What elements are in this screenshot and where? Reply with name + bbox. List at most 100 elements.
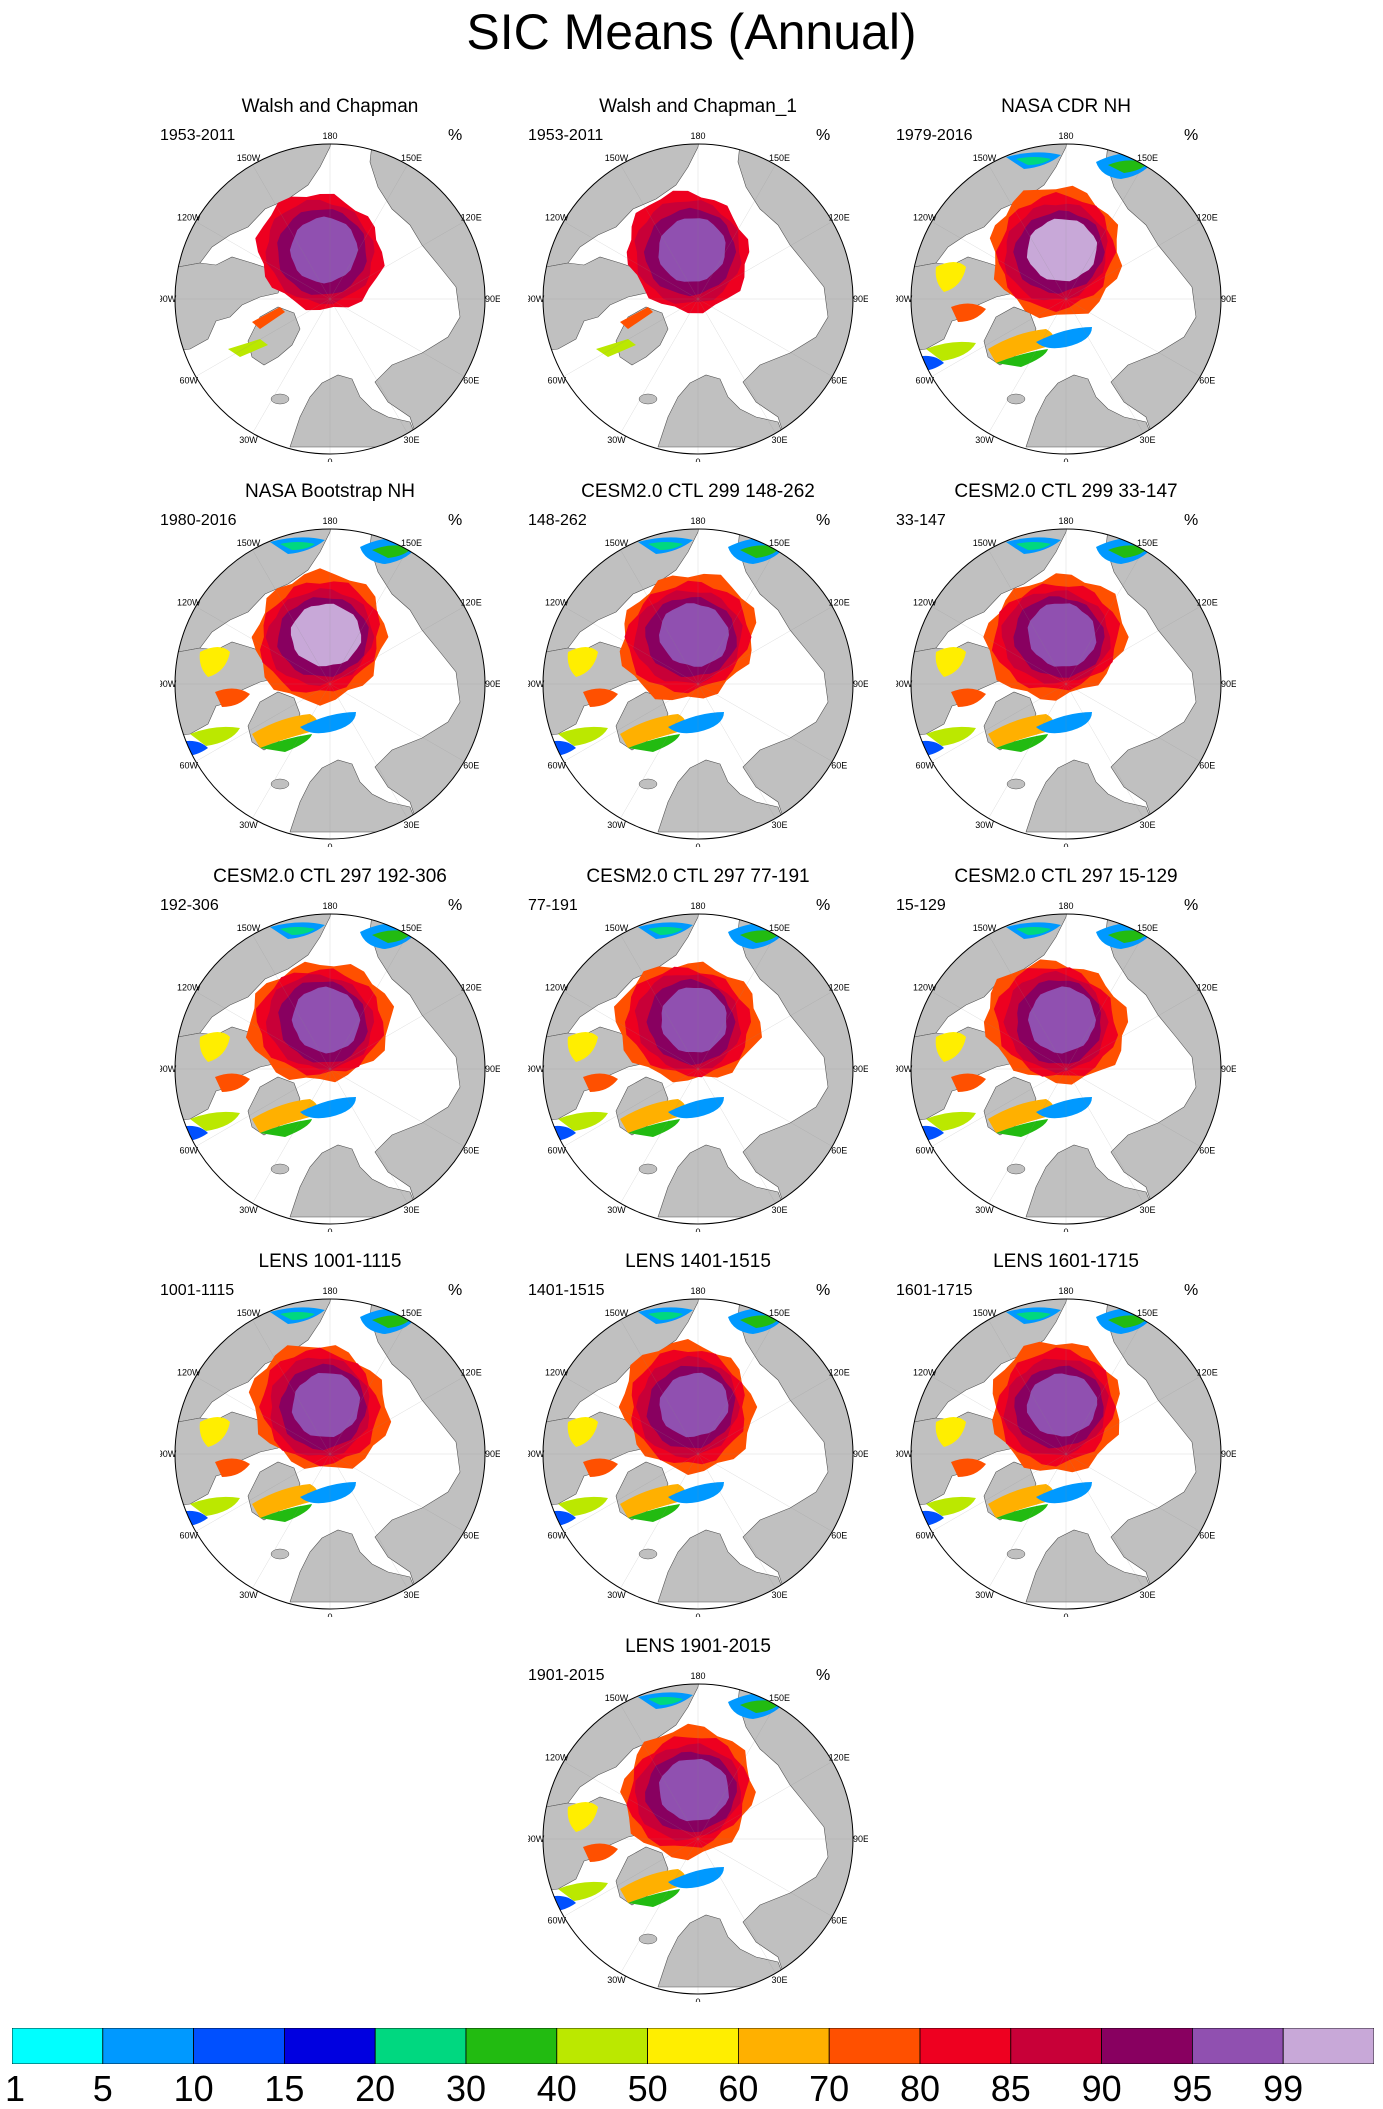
map-panel: CESM2.0 CTL 297 192-306 192-306% 180 150E 12… xyxy=(160,865,500,1232)
meridian-line xyxy=(1065,298,1201,377)
meridian-line xyxy=(563,298,699,377)
colorbar-box xyxy=(374,2027,467,2065)
colorbar-tick-label: 10 xyxy=(173,2068,214,2109)
longitude-label: 90W xyxy=(528,294,545,304)
ice-labrador-lime xyxy=(558,1881,608,1901)
longitude-label: 120E xyxy=(829,1753,850,1763)
longitude-label: 90W xyxy=(160,1064,177,1074)
meridian-line xyxy=(931,991,1067,1070)
longitude-label: 120E xyxy=(829,983,850,993)
longitude-label: 90E xyxy=(485,294,500,304)
ice-edge-labrador xyxy=(228,339,268,357)
longitude-label: 120W xyxy=(545,1368,569,1378)
meridian-line xyxy=(195,606,331,685)
colorbar-box xyxy=(465,2027,558,2065)
longitude-label: 30E xyxy=(1139,1590,1155,1600)
meridian-line xyxy=(931,1068,1067,1147)
ice-barents-blue xyxy=(668,1097,724,1119)
colorbar-box xyxy=(1101,2027,1193,2065)
ice-greenland-sea-green xyxy=(996,1119,1048,1137)
colorbar-tick-label: 70 xyxy=(809,2068,850,2109)
meridian-line xyxy=(697,1376,833,1455)
meridian-line xyxy=(563,1068,699,1147)
meridian-line xyxy=(931,683,1067,762)
longitude-label: 90W xyxy=(528,1064,545,1074)
longitude-label: 90E xyxy=(853,1834,868,1844)
ice-labrador-lime xyxy=(190,1111,240,1131)
longitude-label: 150W xyxy=(973,923,997,933)
longitude-label: 120W xyxy=(545,598,569,608)
longitude-label: 30E xyxy=(403,435,419,445)
meridian-line xyxy=(329,1319,408,1455)
longitude-label: 150E xyxy=(401,153,422,163)
ice-greenland-sea-green xyxy=(260,1504,312,1522)
longitude-label: 120W xyxy=(177,213,201,223)
longitude-label: 30E xyxy=(1139,1205,1155,1215)
ice-okhotsk-green xyxy=(280,1312,315,1320)
map-border xyxy=(542,1683,854,1995)
longitude-label: 30W xyxy=(975,820,994,830)
longitude-label: 120W xyxy=(177,983,201,993)
ice-baffin-orange xyxy=(951,1458,986,1477)
iceland-land xyxy=(270,1163,290,1175)
polar-map: 180 150E 120E 90E 60E 30E 0 30W 60W 90W 120W 150W xyxy=(528,516,868,847)
meridian-line xyxy=(1065,606,1201,685)
longitude-label: 30W xyxy=(975,1205,994,1215)
canada-land xyxy=(175,256,285,354)
europe-land xyxy=(657,1914,789,1988)
meridian-line xyxy=(620,1068,699,1204)
iceland-land xyxy=(638,1163,658,1175)
longitude-label: 30W xyxy=(239,820,258,830)
ice-greenland-sea-green xyxy=(260,1119,312,1137)
longitude-label: 180 xyxy=(322,516,337,526)
map-border xyxy=(174,143,486,455)
longitude-label: 150W xyxy=(237,1308,261,1318)
meridian-line xyxy=(620,1838,699,1974)
longitude-label: 180 xyxy=(322,1286,337,1296)
meridian-line xyxy=(252,298,331,434)
panel-units: % xyxy=(448,1282,463,1299)
panel-units: % xyxy=(816,127,831,144)
meridian-line xyxy=(329,683,465,762)
meridian-line xyxy=(1065,221,1201,300)
longitude-label: 150E xyxy=(401,923,422,933)
longitude-label: 0 xyxy=(1063,1612,1068,1617)
longitude-label: 180 xyxy=(322,901,337,911)
longitude-label: 60E xyxy=(463,761,479,771)
ice-barents-blue xyxy=(300,712,356,734)
europe-land xyxy=(289,759,421,833)
ice-edge-east-greenland xyxy=(252,307,285,329)
colorbar-tick-label: 5 xyxy=(92,2068,113,2109)
meridian-line xyxy=(697,1068,776,1204)
colorbar-box xyxy=(1282,2027,1375,2065)
ice-95-99 xyxy=(289,216,359,284)
ice-hudson-yellow xyxy=(935,647,966,677)
longitude-label: 60W xyxy=(548,1146,567,1156)
meridian-line xyxy=(697,1704,776,1840)
colorbar-box xyxy=(1010,2027,1102,2065)
panel-units: % xyxy=(1184,512,1199,529)
longitude-label: 120W xyxy=(913,983,937,993)
meridian-line xyxy=(931,1453,1067,1532)
meridian-line xyxy=(988,683,1067,819)
ice-greenland-sea-amber xyxy=(620,1869,686,1903)
panel-units: % xyxy=(816,1282,831,1299)
longitude-label: 150E xyxy=(1137,538,1158,548)
panel-period: 33-147 xyxy=(896,512,946,529)
panel-title: NASA CDR NH xyxy=(1001,96,1131,117)
longitude-label: 60E xyxy=(1199,1531,1215,1541)
ice-greenland-sea-green xyxy=(628,1889,680,1907)
meridian-line xyxy=(697,1838,776,1974)
longitude-label: 180 xyxy=(322,131,337,141)
meridian-line xyxy=(195,991,331,1070)
longitude-label: 120W xyxy=(913,213,937,223)
longitude-label: 150W xyxy=(973,538,997,548)
panel-period: 1901-2015 xyxy=(528,1667,605,1684)
page-title: SIC Means (Annual) xyxy=(466,4,917,60)
polar-map: 180 150E 120E 90E 60E 30E 0 30W 60W 90W 120W 150W xyxy=(896,131,1236,462)
ice-greenland-sea-amber xyxy=(252,714,318,748)
ice-okhotsk-green xyxy=(280,542,315,550)
longitude-label: 60E xyxy=(831,376,847,386)
longitude-label: 30E xyxy=(1139,435,1155,445)
longitude-label: 180 xyxy=(1058,131,1073,141)
